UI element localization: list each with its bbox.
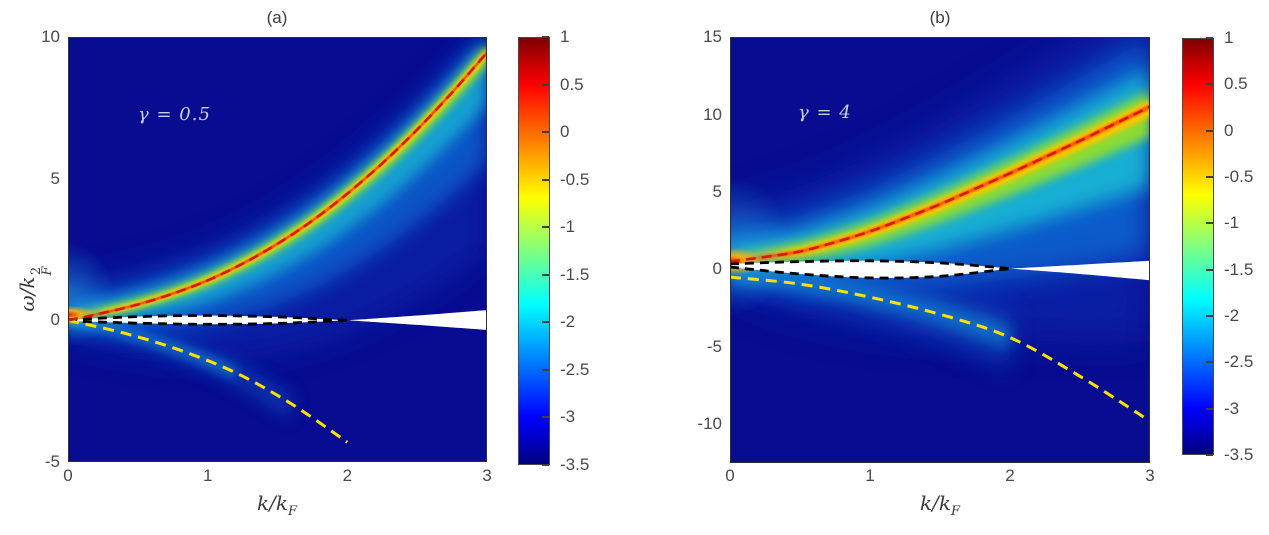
- panel-(b)-x-tick-2: 2: [1005, 466, 1015, 485]
- panel-(a)-y-tick-5: 5: [50, 168, 60, 188]
- panel-(a)-x-tick-3: 3: [482, 466, 492, 485]
- panel-(a)-x-tick-1: 1: [202, 466, 213, 485]
- dispersion-glow-band: [730, 68, 1150, 274]
- panel-(a)-colorbar-tick-0: 0: [560, 122, 570, 142]
- panel-(a)-colorbar-tick-0.5: 0.5: [560, 74, 584, 94]
- panel-(a)-y-tick--5: -5: [44, 452, 60, 471]
- panel-(a)-colorbar-tickmark--3.5: [542, 464, 549, 466]
- panel-(a)-colorbar-tick--2: -2: [560, 312, 576, 332]
- panel-a-gamma-label: γ = 0.5: [138, 104, 211, 125]
- panel-(a)-colorbar-tickmark--3: [542, 416, 549, 419]
- panel-(b)-colorbar-tick--1: -1: [1224, 213, 1240, 233]
- panel-(a)-y-tick-0: 0: [50, 310, 60, 330]
- panel-(b)-colorbar-tick-0.5: 0.5: [1224, 74, 1248, 94]
- ghost-branch-dashed-line: [730, 275, 1150, 423]
- panel-b-xlabel-sub: F: [950, 504, 961, 519]
- panel-a-colorbar: [518, 37, 550, 465]
- panel-(a)-colorbar-tickmark-1: [542, 36, 549, 38]
- panel-a-heatmap: [68, 37, 487, 462]
- panel-(b)-x-tick-1: 1: [865, 466, 875, 485]
- panel-(a)-colorbar-tick--0.5: -0.5: [560, 169, 590, 189]
- dispersion-glow-band: [68, 39, 487, 327]
- panel-(a)-colorbar-tickmark--1: [542, 226, 549, 229]
- panel-(b)-colorbar-tickmark--1.5: [1206, 268, 1213, 271]
- panel-a-ylabel-base: ω/k: [15, 276, 39, 312]
- panel-(a)-colorbar-tick--3.5: -3.5: [560, 455, 590, 474]
- panel-(b)-y-tick-0: 0: [712, 259, 722, 279]
- panel-(b)-y-tick--5: -5: [706, 336, 722, 356]
- panel-(a)-colorbar-tick--1.5: -1.5: [560, 264, 590, 284]
- panel-a-title: (a): [266, 8, 288, 27]
- panel-(b)-colorbar-tick-0: 0: [1224, 120, 1234, 140]
- panel-(a)-colorbar-tickmark--2: [542, 321, 549, 324]
- panel-(b)-colorbar-tick--3: -3: [1224, 398, 1240, 418]
- panel-(b)-y-tick--10: -10: [697, 414, 722, 434]
- panel-(b)-colorbar-tick--3.5: -3.5: [1224, 445, 1254, 464]
- panel-(a)-colorbar-tick--1: -1: [560, 217, 576, 237]
- panel-(b)-colorbar-tick-1: 1: [1224, 28, 1234, 47]
- ph-continuum-wedge: [347, 310, 487, 330]
- ph-continuum-lens: [730, 260, 1010, 279]
- ghost-glow-band: [730, 265, 1010, 371]
- panel-(b)-y-tick-10: 10: [703, 104, 722, 124]
- ph-continuum-lens: [68, 315, 348, 325]
- axes-box: [730, 37, 1150, 463]
- panel-(b)-colorbar-tickmark--1: [1206, 222, 1213, 225]
- panel-(a)-colorbar-tickmark--0.5: [542, 178, 549, 181]
- panel-(a)-y-tick-10: 10: [41, 27, 60, 46]
- panel-(b)-colorbar-tickmark--2.5: [1206, 361, 1213, 364]
- panel-(b)-colorbar-tick--2: -2: [1224, 306, 1240, 325]
- panel-(b)-colorbar-tickmark--3: [1206, 407, 1213, 410]
- panel-(b)-colorbar-tickmark-0.5: [1206, 83, 1213, 86]
- panel-(a)-colorbar-tick-1: 1: [560, 27, 570, 46]
- panel-(b)-colorbar-tickmark-1: [1206, 37, 1213, 39]
- dispersion-dashed-line: [730, 105, 1150, 263]
- panel-(a)-colorbar-tick--2.5: -2.5: [560, 359, 590, 379]
- lens-upper-dashed-line: [730, 259, 1011, 270]
- ghost-branch-dashed-line: [68, 318, 349, 444]
- panel-(b)-colorbar-tick--2.5: -2.5: [1224, 352, 1254, 372]
- panel-(b)-colorbar-tick--1.5: -1.5: [1224, 259, 1254, 279]
- panel-(b)-colorbar-tickmark--2: [1206, 315, 1213, 317]
- panel-b-heatmap: [730, 37, 1150, 463]
- lens-lower-dashed-line: [730, 265, 1011, 280]
- lens-lower-dashed-line: [68, 318, 348, 326]
- panel-(b)-x-tick-3: 3: [1145, 466, 1155, 485]
- panel-(a)-colorbar-tickmark--2.5: [542, 368, 549, 371]
- panel-(a)-colorbar-tickmark--1.5: [542, 273, 549, 276]
- panel-(a)-x-tick-0: 0: [63, 466, 73, 485]
- panel-a-xlabel: k/kF: [257, 491, 297, 519]
- panel-a-xlabel-sub: F: [287, 504, 298, 519]
- ph-continuum-wedge: [1010, 260, 1150, 281]
- dispersion-dashed-line: [68, 51, 487, 322]
- panel-(a)-x-tick-2: 2: [342, 466, 353, 485]
- panel-(b)-colorbar-tickmark--0.5: [1206, 176, 1213, 178]
- panel-a-xlabel-base: k/k: [256, 491, 288, 515]
- panel-(a)-colorbar-tickmark-0: [542, 131, 549, 134]
- panel-b-xlabel: k/kF: [920, 491, 960, 519]
- panel-b-xlabel-base: k/k: [919, 491, 951, 515]
- panel-(a)-colorbar-tick--3: -3: [560, 407, 576, 427]
- panel-(b)-y-tick-5: 5: [712, 181, 722, 201]
- ghost-glow-band: [68, 316, 236, 379]
- panel-(a)-colorbar-tickmark-0.5: [542, 83, 549, 86]
- panel-(b)-colorbar-tickmark-0: [1206, 129, 1213, 132]
- panel-(b)-colorbar-tickmark--3.5: [1206, 454, 1213, 456]
- panel-(b)-colorbar-tick--0.5: -0.5: [1224, 167, 1254, 186]
- lens-upper-dashed-line: [68, 314, 348, 322]
- ghost-glow-band: [68, 312, 292, 421]
- panel-a-ylabel-sub: F: [40, 266, 55, 276]
- panel-b-title: (b): [929, 8, 951, 27]
- panel-b-colorbar: [1182, 38, 1214, 455]
- panel-(b)-x-tick-0: 0: [725, 466, 735, 485]
- panel-(b)-y-tick-15: 15: [703, 27, 722, 46]
- axes-box: [68, 37, 487, 462]
- panel-b-gamma-label: γ = 4: [798, 102, 852, 123]
